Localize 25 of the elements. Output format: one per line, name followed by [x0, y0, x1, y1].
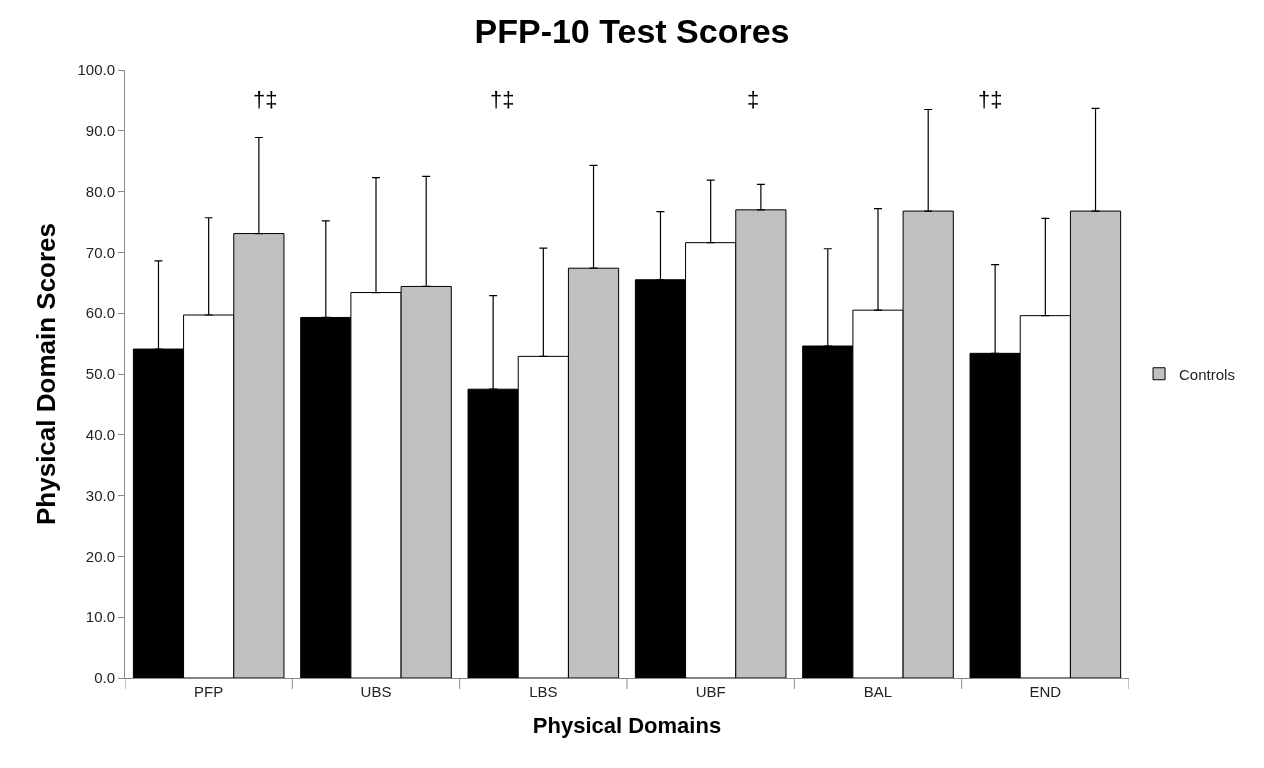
- y-tick-label: 10.0: [85, 608, 115, 626]
- annotation: ‡: [747, 87, 760, 112]
- y-axis-title: Physical Domain Scores: [30, 222, 61, 526]
- x-tick-label: UBS: [360, 683, 392, 700]
- y-tick-label: 0.0: [94, 669, 115, 687]
- y-tick-label: 60.0: [85, 304, 115, 322]
- annotation: †‡: [253, 87, 278, 112]
- x-tick-label: PFP: [194, 683, 224, 700]
- y-tick-label: 40.0: [85, 426, 115, 444]
- y-tick-label: 70.0: [85, 243, 115, 261]
- x-tick-label: END: [1029, 683, 1062, 700]
- y-tick-label: 20.0: [85, 547, 115, 565]
- y-tick-label: 30.0: [85, 486, 115, 504]
- annotation: †‡: [978, 87, 1003, 112]
- y-tick-label: 80.0: [85, 182, 115, 200]
- legend-label: Controls: [1179, 365, 1235, 383]
- y-tick-label: 50.0: [85, 365, 115, 383]
- chart-title: PFP-10 Test Scores: [474, 12, 790, 50]
- x-tick-label: UBF: [695, 683, 726, 700]
- x-tick-label: LBS: [529, 683, 558, 700]
- annotation: †‡: [490, 87, 515, 112]
- y-tick-label: 100.0: [77, 61, 115, 79]
- y-tick-label: 90.0: [85, 122, 115, 140]
- x-axis-title: Physical Domains: [532, 712, 722, 738]
- x-tick-label: BAL: [863, 683, 893, 700]
